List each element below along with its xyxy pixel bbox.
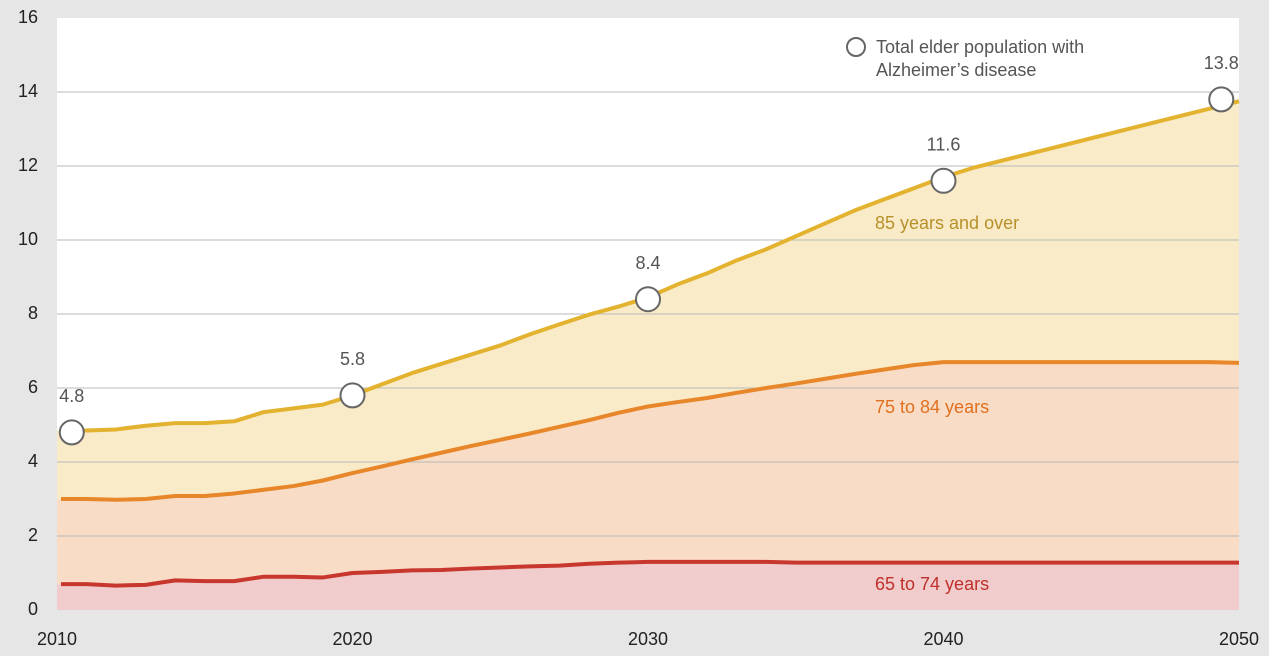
x-tick-label: 2010 <box>37 629 77 649</box>
legend-label: Total elder population with Alzheimer’s … <box>876 37 1085 80</box>
value-label: 5.8 <box>340 349 365 369</box>
y-tick-label: 4 <box>28 451 38 471</box>
value-label: 13.8 <box>1204 53 1239 73</box>
y-tick-label: 12 <box>18 155 38 175</box>
series-label: 75 to 84 years <box>875 397 989 417</box>
total-marker <box>930 167 957 194</box>
y-tick-label: 8 <box>28 303 38 323</box>
total-marker <box>58 419 85 446</box>
value-label: 4.8 <box>59 386 84 406</box>
y-tick-label: 0 <box>28 599 38 619</box>
legend-marker <box>846 37 866 57</box>
value-label: 8.4 <box>635 253 660 273</box>
x-tick-label: 2040 <box>923 629 963 649</box>
series-label: 85 years and over <box>875 213 1019 233</box>
x-tick-label: 2030 <box>628 629 668 649</box>
series-label: 65 to 74 years <box>875 574 989 594</box>
series-line <box>61 559 1239 588</box>
y-tick-label: 10 <box>18 229 38 249</box>
x-tick-label: 2050 <box>1219 629 1259 649</box>
total-marker <box>635 286 661 313</box>
legend-circle <box>846 37 866 57</box>
y-tick-label: 14 <box>18 81 38 101</box>
total-marker <box>1208 86 1235 113</box>
area-fill <box>57 362 1239 586</box>
y-tick-label: 2 <box>28 525 38 545</box>
y-tick-label: 16 <box>18 7 38 27</box>
total-marker <box>339 382 366 409</box>
series-line <box>61 360 1240 502</box>
value-label: 11.6 <box>927 135 961 155</box>
y-tick-label: 6 <box>28 377 38 397</box>
x-tick-label: 2020 <box>332 629 372 649</box>
